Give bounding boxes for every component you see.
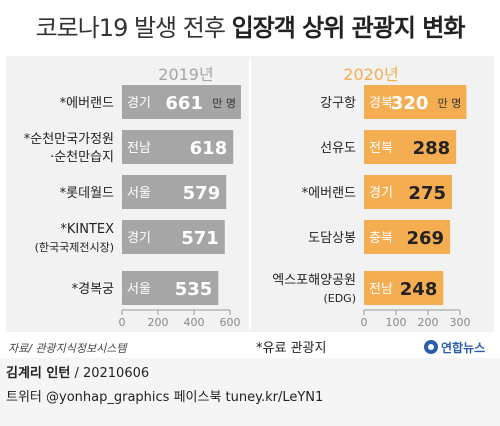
value-label-1-1: 288 [413, 138, 451, 159]
category-label-0-3-1: (한국국제전시장) [35, 241, 114, 254]
value-unit-1: 만 명 [438, 97, 462, 110]
bar-region-1-0: 경북 [369, 96, 393, 111]
paid-attraction-note: *유료 관광지 [256, 341, 326, 356]
source-text: 자료/ 관광지식정보시스템 [8, 342, 128, 355]
value-unit-0: 만 명 [212, 97, 236, 110]
bar-region-0-2: 서울 [127, 186, 151, 201]
bar-region-1-3: 충북 [369, 231, 393, 246]
author-line: 김계리 인턴 / 20210606 [6, 362, 149, 381]
category-label-0-1-1: ·순천만습지 [50, 150, 114, 165]
value-label-0-1: 618 [190, 138, 228, 159]
bar-1-1 [364, 130, 457, 164]
bar-region-0-0: 경기 [127, 96, 151, 111]
bar-0-4 [122, 271, 219, 305]
footer-band [0, 358, 500, 426]
bar-0-2 [122, 175, 227, 209]
category-label-0-2-0: *롯데월드 [60, 186, 114, 201]
value-label-1-2: 275 [408, 183, 446, 204]
x-tick-label-1-3: 300 [450, 316, 471, 329]
category-label-0-4-0: *경복궁 [72, 282, 114, 297]
bar-region-0-1: 전남 [127, 141, 151, 156]
chart-title: 코로나19 발생 전후 입장객 상위 관광지 변화 [0, 8, 500, 43]
category-label-1-4-0: 엑스포해양공원 [272, 273, 356, 288]
author-name: 김계리 인턴 [6, 366, 71, 381]
value-label-0-4: 535 [175, 279, 213, 300]
bar-1-3 [364, 220, 451, 254]
bar-1-2 [364, 175, 452, 209]
x-tick-label-0-3: 600 [220, 316, 241, 329]
category-label-1-3-0: 도담상봉 [308, 231, 356, 246]
category-label-0-3-0: *KINTEX [60, 222, 114, 237]
social-links: 트위터 @yonhap_graphics 페이스북 tuney.kr/LeYN1 [6, 390, 324, 405]
category-label-0-0-0: *에버랜드 [60, 96, 114, 111]
author-date: / 20210606 [70, 366, 150, 381]
x-tick-label-0-0: 0 [119, 316, 126, 329]
category-label-1-2-0: *에버랜드 [302, 186, 356, 201]
value-label-1-4: 248 [400, 279, 438, 300]
value-label-1-3: 269 [407, 228, 445, 249]
bar-1-4 [364, 271, 444, 305]
yonhap-logo: 연합뉴스 [424, 340, 485, 355]
bar-0-1 [122, 130, 234, 164]
yonhap-logo-icon-inner [428, 344, 434, 350]
value-label-0-0: 661 [165, 93, 203, 114]
bar-region-0-4: 서울 [127, 282, 151, 297]
x-tick-label-1-2: 200 [418, 316, 439, 329]
bar-0-3 [122, 220, 225, 254]
category-label-1-0-0: 강구항 [320, 96, 356, 111]
value-label-0-3: 571 [181, 228, 219, 249]
x-tick-label-0-1: 200 [148, 316, 169, 329]
category-label-0-1-0: *순천만국가정원 [24, 132, 114, 147]
x-tick-label-0-2: 400 [184, 316, 205, 329]
panel-title-0: 2019년 [158, 65, 213, 84]
bar-region-1-2: 경기 [369, 186, 393, 201]
panel-title-1: 2020년 [343, 65, 398, 84]
logo-text: 연합뉴스 [441, 340, 485, 355]
bar-region-1-4: 전남 [369, 282, 393, 297]
bar-region-0-3: 경기 [127, 231, 151, 246]
title-normal: 코로나19 발생 전후 [35, 14, 226, 42]
title-bold: 입장객 상위 관광지 변화 [231, 14, 466, 42]
value-label-0-2: 579 [183, 183, 221, 204]
x-tick-label-1-0: 0 [361, 316, 368, 329]
category-label-1-1-0: 선유도 [320, 141, 356, 156]
x-tick-label-1-1: 100 [386, 316, 407, 329]
category-label-1-4-1: (EDG) [323, 292, 356, 305]
bar-0-0 [122, 85, 241, 119]
value-label-1-0: 320 [391, 93, 429, 114]
bar-region-1-1: 전북 [369, 141, 393, 156]
bar-1-0 [364, 85, 467, 119]
